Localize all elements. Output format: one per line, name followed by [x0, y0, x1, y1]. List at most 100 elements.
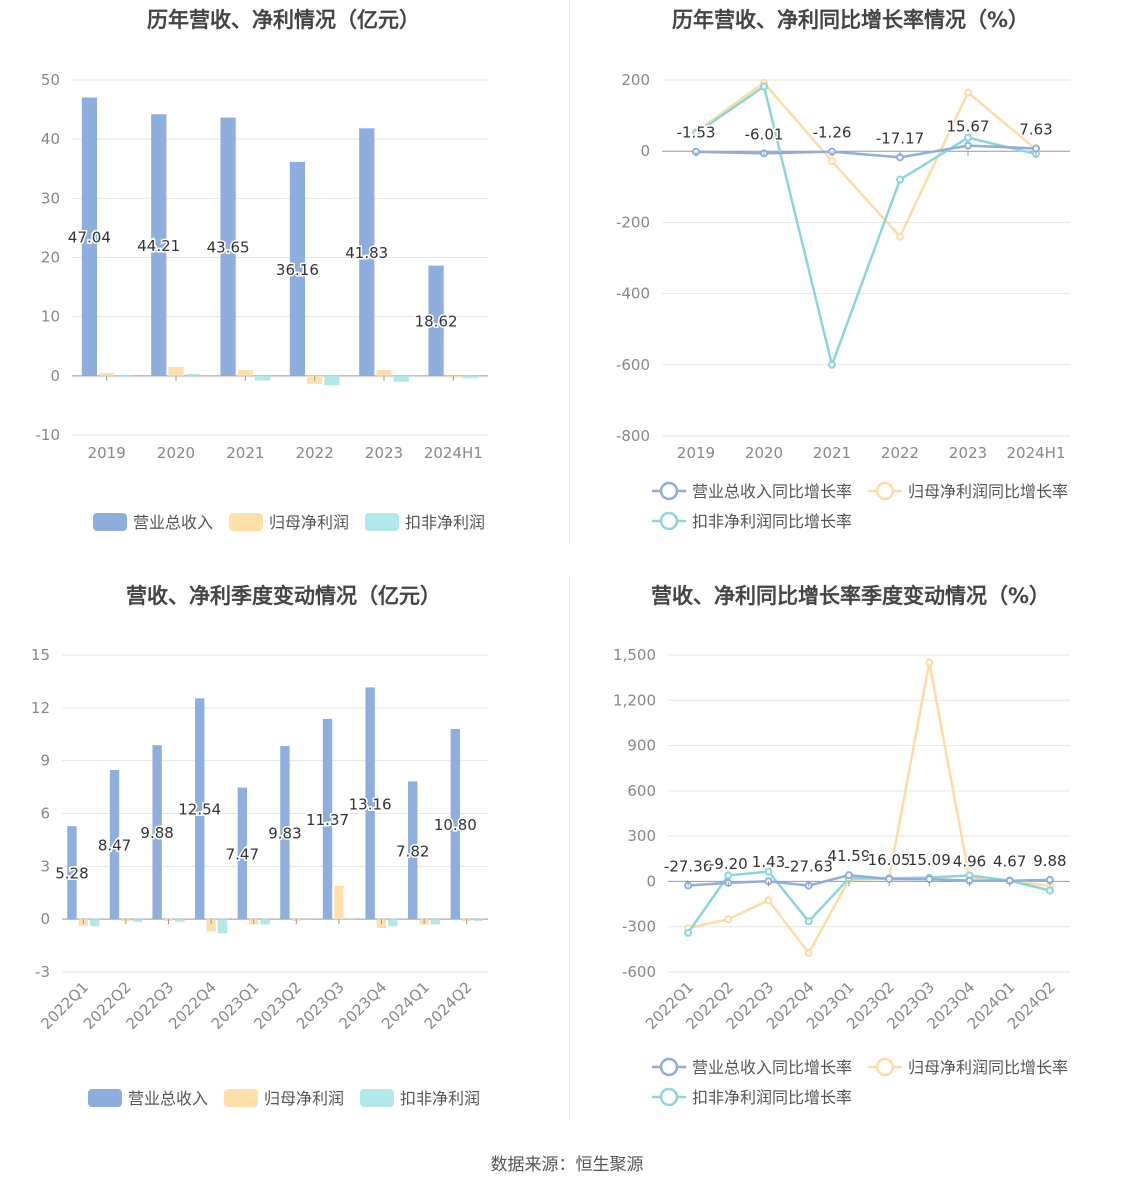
x-tick-label: 2021 — [226, 444, 264, 462]
bar — [99, 372, 115, 376]
data-label: -9.20 — [709, 855, 748, 873]
y-tick-label: 0 — [646, 872, 656, 890]
y-tick-label: 1,200 — [613, 691, 656, 709]
y-tick-label: 20 — [41, 249, 60, 267]
bar — [345, 919, 355, 921]
bar — [393, 375, 409, 382]
data-label: 41.59 — [827, 847, 870, 865]
y-tick-label: 200 — [621, 71, 650, 89]
data-point — [764, 867, 773, 876]
x-tick-label: 2022 — [881, 444, 919, 462]
bar — [109, 770, 120, 920]
quarterly-growth-panel: 营收、净利同比增长率季度变动情况（%） -600 -300 0 300 600 900 1,… — [567, 576, 1134, 1152]
legend-marker — [659, 511, 679, 531]
series-line — [687, 870, 1051, 934]
x-tick-label: 2019 — [88, 444, 126, 462]
data-label: 7.47 — [226, 845, 259, 863]
bar — [334, 885, 344, 920]
data-label: 44.21 — [137, 237, 180, 255]
y-tick-label: 12 — [31, 699, 50, 717]
bar — [388, 919, 398, 927]
data-point — [925, 875, 934, 884]
data-point — [844, 871, 853, 880]
x-tick-label: 2019 — [677, 444, 715, 462]
legend-label: 营业总收入 — [133, 513, 213, 532]
chart-title: 历年营收、净利情况（亿元） — [147, 8, 420, 32]
data-label: -27.63 — [785, 858, 833, 876]
data-point — [724, 915, 733, 924]
data-point — [964, 133, 972, 142]
chart-title: 营收、净利季度变动情况（亿元） — [126, 584, 441, 608]
quarterly-bar-panel: 营收、净利季度变动情况（亿元） -3 0 3 6 9 12 15 5.28 8.47 9.88 12… — [0, 576, 567, 1152]
legend-label: 扣非净利润 — [400, 1089, 480, 1108]
data-label: 12.54 — [178, 801, 221, 819]
chart-title: 历年营收、净利同比增长率情况（%） — [671, 8, 1030, 32]
bar — [152, 745, 162, 920]
data-label: 41.83 — [345, 244, 388, 262]
data-label: 9.83 — [268, 825, 301, 843]
data-label: 5.28 — [55, 865, 88, 883]
divider-top — [569, 0, 570, 545]
data-label: 15.67 — [947, 118, 990, 136]
data-label: -1.53 — [677, 124, 716, 142]
bar — [254, 375, 271, 381]
x-tick-label: 2022 — [296, 444, 334, 462]
data-point — [764, 896, 773, 905]
legend-label: 归母净利润 — [269, 513, 349, 532]
bar — [81, 97, 98, 376]
y-tick-label: 30 — [41, 189, 60, 207]
bar — [237, 369, 253, 376]
legend-label: 营业总收入 — [128, 1089, 208, 1108]
y-tick-label: -200 — [616, 213, 650, 231]
bar — [132, 919, 142, 922]
data-label: -27.36 — [664, 858, 712, 876]
y-tick-label: 1,500 — [613, 646, 656, 664]
bar — [237, 787, 248, 920]
x-tick-label: 2024Q2 — [421, 978, 476, 1033]
bar — [217, 919, 228, 934]
legend-marker — [875, 1057, 895, 1077]
bar — [175, 919, 185, 922]
annual-bar-panel: 历年营收、净利情况（亿元） -10 0 10 20 30 40 50 47.04 44.21 43… — [0, 0, 567, 576]
data-label: 4.67 — [993, 853, 1026, 871]
data-point — [1032, 144, 1040, 153]
data-point — [828, 157, 836, 166]
bar — [260, 919, 270, 925]
bar — [220, 117, 236, 376]
data-label: -6.01 — [745, 125, 784, 143]
legend-marker — [875, 481, 895, 501]
annual-bar-chart: -10 0 10 20 30 40 50 47.04 44.21 43.65 36.16 41.83 1… — [36, 71, 488, 532]
bar — [67, 826, 77, 920]
data-point — [1045, 886, 1054, 895]
bar — [168, 366, 184, 376]
legend-label: 扣非净利润 — [405, 513, 485, 532]
bar — [359, 128, 375, 376]
data-point — [684, 928, 693, 937]
series-line — [695, 144, 1037, 159]
x-tick-label: 2023 — [949, 444, 987, 462]
data-point — [964, 141, 972, 150]
data-label: 36.16 — [276, 261, 319, 279]
data-label: 13.16 — [349, 795, 392, 813]
series-line — [695, 84, 1037, 370]
y-tick-label: -400 — [616, 285, 650, 303]
legend-marker — [659, 481, 679, 501]
bar — [195, 698, 205, 920]
data-point — [724, 871, 733, 880]
y-tick-label: 0 — [50, 367, 60, 385]
bar — [450, 728, 461, 920]
quarterly-bar-chart: -3 0 3 6 9 12 15 5.28 8.47 9.88 12.54 7.47 9.83 11.37… — [31, 646, 488, 1108]
data-label: 47.04 — [68, 229, 111, 247]
y-tick-label: 50 — [41, 71, 60, 89]
legend-label: 归母净利润同比增长率 — [908, 1058, 1068, 1077]
legend-marker — [659, 1057, 679, 1077]
data-point — [828, 360, 836, 369]
y-tick-label: 0 — [640, 142, 650, 160]
bar — [376, 369, 392, 376]
legend-swatch — [360, 1089, 394, 1107]
legend-label: 营业总收入同比增长率 — [692, 482, 852, 501]
x-tick-label: 2024H1 — [424, 444, 483, 462]
chart-title: 营收、净利同比增长率季度变动情况（%） — [650, 584, 1051, 608]
data-point — [964, 88, 972, 97]
bar — [280, 746, 290, 920]
